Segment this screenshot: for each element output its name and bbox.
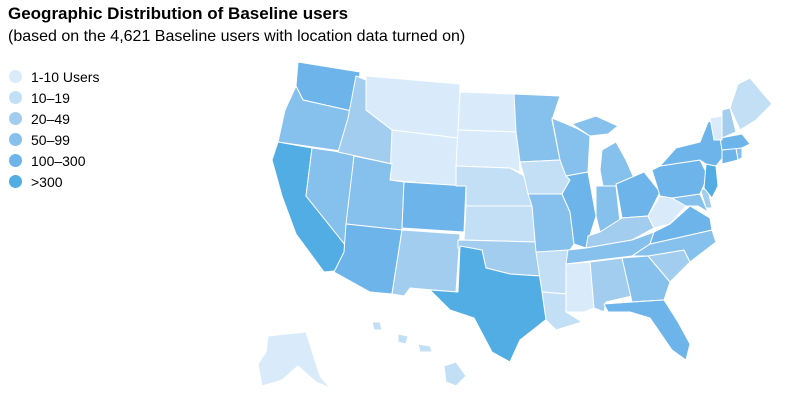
- legend-label: 10–19: [31, 89, 70, 106]
- state-fl: [603, 299, 691, 361]
- state-wy: [389, 129, 459, 187]
- legend-label: 100–300: [31, 152, 86, 169]
- legend-swatch: [9, 70, 22, 83]
- state-hi: [443, 361, 467, 387]
- legend-swatch: [9, 175, 22, 188]
- state-mn: [513, 93, 561, 163]
- legend-swatch: [9, 91, 22, 104]
- state-nm: [391, 229, 461, 297]
- state-hi-islands-2: [397, 333, 409, 345]
- legend: 1-10 Users 10–19 20–49 50–99 100–300 >30…: [9, 66, 99, 192]
- legend-item-100-300: 100–300: [9, 150, 99, 171]
- state-nh: [721, 107, 737, 139]
- state-ct: [721, 147, 739, 165]
- legend-swatch: [9, 112, 22, 125]
- state-ne: [455, 165, 533, 207]
- state-mi-upper: [571, 115, 619, 137]
- legend-label: 1-10 Users: [31, 68, 100, 85]
- map-title: Geographic Distribution of Baseline user…: [8, 4, 349, 23]
- legend-label: 50–99: [31, 131, 70, 148]
- state-vt: [709, 115, 723, 141]
- state-ks: [463, 205, 537, 243]
- state-hi-islands-1: [371, 321, 383, 331]
- state-co: [401, 181, 467, 233]
- state-ma: [719, 133, 751, 151]
- state-me: [729, 77, 773, 131]
- legend-label: >300: [31, 173, 63, 190]
- legend-swatch: [9, 133, 22, 146]
- state-nd: [457, 91, 519, 133]
- legend-swatch: [9, 154, 22, 167]
- legend-item-1-10: 1-10 Users: [9, 66, 99, 87]
- state-ms: [565, 261, 595, 313]
- state-oh: [615, 171, 661, 219]
- legend-item-10-19: 10–19: [9, 87, 99, 108]
- state-tx: [429, 245, 549, 363]
- state-hi-islands-3: [417, 343, 433, 353]
- legend-label: 20–49: [31, 110, 70, 127]
- state-sd: [455, 129, 521, 173]
- state-ak: [257, 331, 331, 389]
- legend-item-20-49: 20–49: [9, 108, 99, 129]
- legend-item-50-99: 50–99: [9, 129, 99, 150]
- legend-item-300-plus: >300: [9, 171, 99, 192]
- state-il: [561, 171, 597, 249]
- map-subtitle: (based on the 4,621 Baseline users with …: [8, 28, 466, 45]
